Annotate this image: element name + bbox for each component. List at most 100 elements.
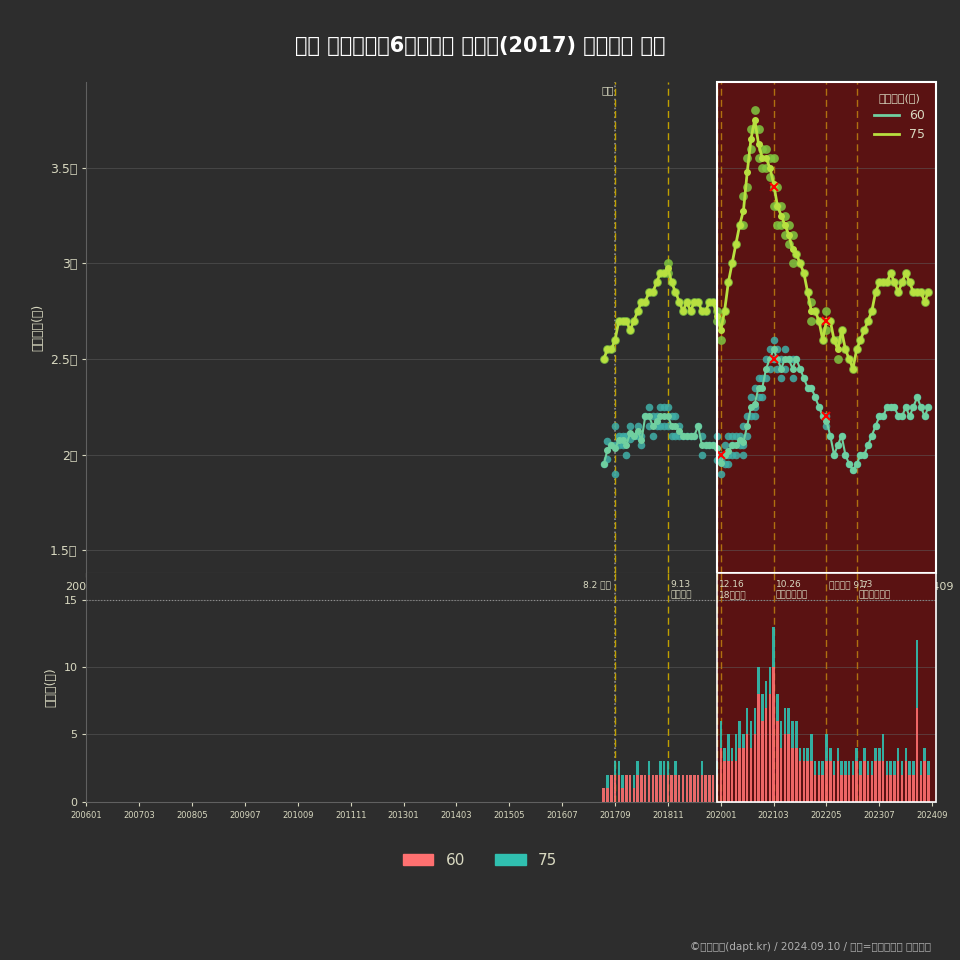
Bar [636, 761, 639, 775]
Point [596, 457, 612, 472]
Bar [777, 694, 779, 721]
Bar [900, 775, 903, 802]
Point [694, 428, 709, 444]
Point [686, 294, 702, 309]
Point [660, 265, 676, 280]
Bar [882, 761, 884, 802]
Point [735, 438, 751, 453]
Bar [886, 775, 888, 802]
Bar [773, 667, 775, 802]
Bar [829, 748, 831, 761]
Point [834, 428, 850, 444]
Point [864, 303, 879, 319]
Bar [682, 775, 684, 802]
Point [830, 438, 846, 453]
Point [739, 180, 755, 195]
Bar [727, 761, 730, 802]
Point [690, 419, 706, 434]
Bar [660, 775, 661, 802]
Point [778, 361, 793, 376]
Bar [927, 775, 929, 802]
Point [612, 313, 627, 328]
Bar [610, 775, 612, 802]
Point [852, 447, 868, 463]
Bar [674, 775, 677, 802]
Bar [607, 775, 609, 788]
Bar [720, 721, 722, 748]
Point [657, 419, 672, 434]
Bar [871, 775, 873, 802]
Bar [863, 748, 866, 761]
Point [860, 313, 876, 328]
Point [804, 313, 819, 328]
Point [725, 447, 740, 463]
Bar [757, 667, 759, 694]
Point [788, 246, 804, 261]
Bar [795, 748, 798, 802]
Point [600, 451, 615, 467]
Point [879, 399, 895, 415]
Bar [765, 681, 767, 708]
Text: 12.16
18차대책: 12.16 18차대책 [719, 580, 747, 599]
Point [747, 380, 762, 396]
Point [899, 265, 914, 280]
Bar [912, 775, 915, 802]
Bar [648, 775, 650, 802]
Bar [666, 775, 669, 802]
Point [774, 217, 789, 232]
X-axis label: 거래년월: 거래년월 [494, 596, 528, 611]
Point [743, 141, 758, 156]
Bar [799, 748, 802, 761]
Point [807, 390, 823, 405]
Point [887, 275, 902, 290]
Point [895, 275, 910, 290]
Point [641, 419, 657, 434]
Point [905, 284, 921, 300]
Bar [859, 761, 862, 775]
Bar [924, 761, 925, 802]
Point [622, 323, 637, 338]
Bar [852, 775, 854, 802]
Bar [920, 775, 923, 802]
Text: ©디아파트(dapt.kr) / 2024.09.10 / 자료=국토교통부 실거래가: ©디아파트(dapt.kr) / 2024.09.10 / 자료=국토교통부 실… [690, 943, 931, 952]
Point [819, 323, 834, 338]
Bar [855, 748, 858, 761]
Point [608, 467, 623, 482]
Point [792, 255, 807, 271]
Point [842, 351, 857, 367]
Point [604, 342, 619, 357]
Point [657, 265, 672, 280]
Bar [717, 573, 936, 802]
Point [615, 428, 631, 444]
Bar [897, 748, 900, 761]
Point [899, 399, 914, 415]
Bar [761, 694, 763, 721]
Point [657, 399, 672, 415]
Point [838, 342, 853, 357]
Point [770, 199, 785, 214]
Point [758, 351, 774, 367]
Bar [783, 708, 786, 734]
Point [905, 399, 921, 415]
Point [694, 447, 709, 463]
Point [800, 380, 815, 396]
Point [747, 399, 762, 415]
Point [856, 447, 872, 463]
Point [766, 180, 781, 195]
Point [683, 428, 698, 444]
Bar [746, 708, 749, 734]
Point [634, 438, 649, 453]
Point [811, 313, 827, 328]
Point [672, 428, 687, 444]
Bar [607, 788, 609, 802]
Bar [633, 775, 636, 788]
Bar [636, 775, 639, 802]
Bar [754, 734, 756, 802]
Point [815, 332, 830, 348]
Point [913, 399, 928, 415]
Bar [621, 775, 624, 788]
Bar [663, 761, 665, 775]
Point [664, 275, 680, 290]
Bar [617, 775, 620, 802]
Point [649, 409, 664, 424]
